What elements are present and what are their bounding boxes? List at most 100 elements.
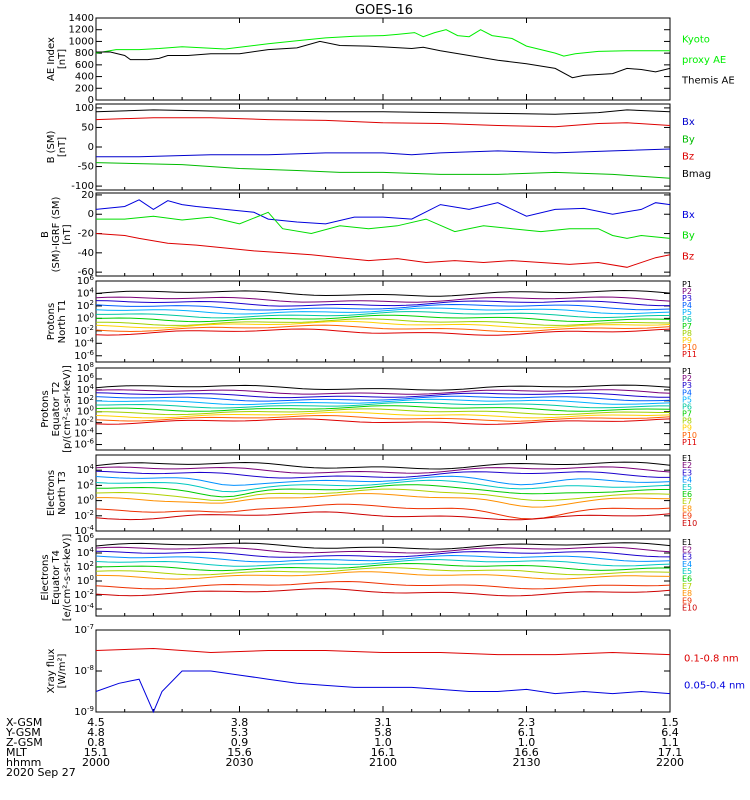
footer-tick-value: 3.8 bbox=[231, 716, 249, 729]
footer-tick-value: 15.6 bbox=[227, 746, 252, 759]
series-line-P3 bbox=[95, 300, 670, 307]
footer-tick-value: 1.0 bbox=[374, 736, 392, 749]
legend-item: E1 bbox=[682, 538, 692, 547]
y-axis-label: Xray flux bbox=[46, 649, 57, 694]
series-line-2 bbox=[95, 670, 671, 714]
footer-tick-value: 3.1 bbox=[374, 716, 392, 729]
series-line-E8 bbox=[96, 493, 671, 508]
y-axis-label: B bbox=[40, 231, 51, 238]
legend-item: P1 bbox=[682, 280, 692, 289]
series-line-P10 bbox=[95, 414, 671, 422]
footer-tick-value: 1.1 bbox=[661, 736, 679, 749]
legend-item: By bbox=[682, 231, 695, 242]
y-axis-label: [nT] bbox=[62, 224, 73, 244]
series-line-1 bbox=[95, 199, 671, 225]
legend-item: E2 bbox=[682, 461, 692, 470]
legend-item: Bx bbox=[682, 210, 695, 221]
legend-item: Bz bbox=[682, 152, 694, 163]
legend-item: proxy AE bbox=[682, 55, 726, 66]
series-group bbox=[95, 109, 671, 179]
series-line-P9 bbox=[95, 320, 671, 329]
footer-tick-value: 2130 bbox=[513, 756, 541, 769]
legend-item: P5 bbox=[682, 395, 692, 404]
y-tick-label: 10-4 bbox=[74, 336, 94, 349]
series-line-P5 bbox=[95, 307, 671, 315]
series-line-P5 bbox=[95, 398, 671, 406]
series-line-E1 bbox=[95, 461, 671, 470]
footer-tick-value: 2100 bbox=[369, 756, 397, 769]
y-tick-label: -60 bbox=[78, 267, 94, 278]
legend-item: By bbox=[682, 134, 695, 145]
legend-item: P2 bbox=[682, 374, 692, 383]
footer-tick-value: 6.1 bbox=[518, 726, 536, 739]
y-tick-label: 1200 bbox=[69, 25, 94, 36]
y-tick-label: -50 bbox=[78, 162, 94, 173]
legend-item: Bz bbox=[682, 251, 694, 262]
series-line-E5 bbox=[95, 479, 671, 493]
series-group bbox=[95, 461, 671, 521]
y-tick-label: 800 bbox=[75, 48, 94, 59]
y-tick-label: 10-4 bbox=[74, 602, 94, 615]
series-line-E10 bbox=[95, 511, 671, 521]
chart-title: GOES-16 bbox=[355, 3, 413, 18]
legend-item: 0.05-0.4 nm bbox=[684, 681, 745, 692]
series-line-1 bbox=[95, 647, 671, 656]
legend-item: E5 bbox=[682, 567, 692, 576]
y-tick-label: 10-4 bbox=[74, 524, 94, 537]
y-tick-label: 100 bbox=[77, 494, 94, 507]
y-tick-label: 0 bbox=[88, 142, 94, 153]
legend-item: E4 bbox=[682, 560, 692, 569]
series-group bbox=[95, 289, 671, 336]
y-tick-label: 10-9 bbox=[74, 705, 94, 718]
series-line-E4 bbox=[95, 554, 671, 563]
legend-item: P2 bbox=[682, 287, 692, 296]
y-axis-label: North T1 bbox=[57, 300, 68, 344]
series-line-E9 bbox=[95, 580, 671, 590]
footer-tick-value: 16.6 bbox=[514, 746, 539, 759]
footer-tick-value: 15.1 bbox=[84, 746, 109, 759]
y-tick-label: 104 bbox=[77, 286, 95, 299]
y-tick-label: 600 bbox=[75, 60, 94, 71]
legend-item: Bmag bbox=[682, 169, 711, 180]
legend-item: E3 bbox=[682, 468, 692, 477]
y-axis-label: [p/(cm²-s-sr-keV)] bbox=[62, 365, 73, 453]
y-tick-label: 102 bbox=[77, 560, 94, 573]
y-axis-label: Equator T4 bbox=[51, 550, 62, 605]
y-tick-label: 10-4 bbox=[74, 427, 94, 440]
series-line-P1 bbox=[95, 384, 671, 391]
series-line-E8 bbox=[95, 571, 671, 580]
footer-tick-value: 2030 bbox=[226, 756, 254, 769]
series-line-E2 bbox=[95, 466, 671, 474]
legend-item: E1 bbox=[682, 454, 692, 463]
series-line-1 bbox=[95, 29, 670, 57]
panel-6: 104 102 100 10-2 10-4 Electrons North T3 E1E2E3… bbox=[46, 454, 697, 537]
date-label: 2020 Sep 27 bbox=[6, 766, 76, 779]
legend-item: E8 bbox=[682, 589, 692, 598]
y-axis-label: [nT] bbox=[57, 49, 68, 69]
series-line-P6 bbox=[96, 311, 670, 319]
y-tick-label: 0 bbox=[88, 209, 94, 220]
y-tick-label: -40 bbox=[78, 248, 94, 259]
y-tick-label: 10-6 bbox=[74, 349, 94, 362]
y-axis-label: Electrons bbox=[40, 554, 51, 600]
y-axis-label: (SM)-IGRF (SM) bbox=[51, 197, 62, 273]
legend-item: P11 bbox=[682, 438, 697, 447]
series-group bbox=[95, 384, 671, 425]
footer-row-label: Z-GSM bbox=[6, 736, 43, 749]
legend-item: P3 bbox=[682, 381, 692, 390]
legend-item: P7 bbox=[682, 410, 692, 419]
y-tick-label: 10-2 bbox=[74, 509, 94, 522]
series-line-1 bbox=[96, 148, 671, 158]
y-tick-label: 100 bbox=[75, 103, 94, 114]
y-axis-label: Protons bbox=[40, 390, 51, 427]
footer-tick-value: 2.3 bbox=[518, 716, 536, 729]
series-line-P4 bbox=[95, 395, 671, 402]
series-line-P8 bbox=[96, 318, 671, 326]
legend-item: Themis AE bbox=[681, 76, 735, 87]
footer-tick-value: 4.8 bbox=[87, 726, 105, 739]
legend-item: P9 bbox=[682, 424, 692, 433]
